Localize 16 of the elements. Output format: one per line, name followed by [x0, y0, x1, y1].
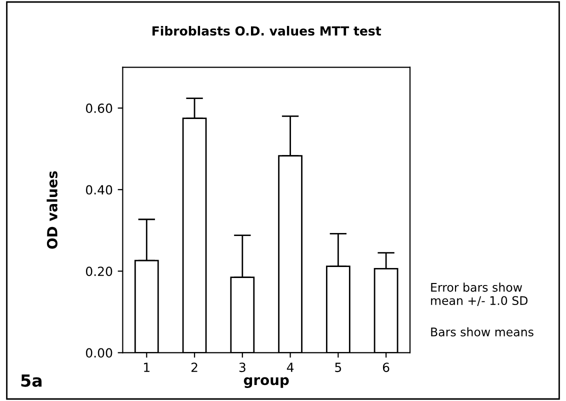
- y-tick-label: 0.00: [86, 348, 112, 358]
- y-tick-label: 0.60: [86, 104, 112, 113]
- y-tick-label: 0.40: [86, 185, 112, 195]
- x-tick-label: 6: [382, 362, 390, 372]
- text: 5a: [21, 374, 42, 387]
- x-tick-label: 2: [191, 362, 198, 372]
- y-tick-label: 0.20: [86, 266, 112, 276]
- x-axis-title: group: [244, 377, 289, 388]
- chart-title: Fibroblasts O.D. values MTT test: [152, 26, 382, 36]
- x-tick-label: 4: [286, 362, 294, 372]
- text: Bars show means: [431, 327, 534, 336]
- x-tick-label: 1: [144, 362, 150, 372]
- x-tick-label: 3: [239, 362, 246, 372]
- x-tick-label: 5: [335, 362, 342, 372]
- text: Error bars show mean +/- 1.0 SD: [431, 282, 528, 306]
- y-axis-title: OD values: [46, 171, 58, 249]
